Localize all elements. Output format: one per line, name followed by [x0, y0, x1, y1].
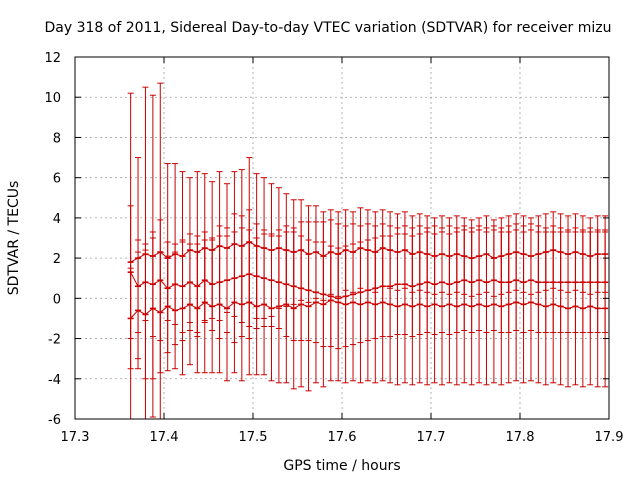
x-tick-label: 17.5 [239, 430, 268, 445]
data-series [127, 82, 609, 420]
y-tick-label: 2 [53, 252, 61, 267]
x-tick-label: 17.4 [150, 430, 179, 445]
y-tick-label: -4 [48, 373, 61, 388]
y-tick-label: 4 [53, 212, 61, 227]
x-tick-label: 17.7 [417, 430, 446, 445]
y-tick-label: 8 [53, 131, 61, 146]
y-axis-label: SDTVAR / TECUs [6, 181, 22, 296]
x-axis-label: GPS time / hours [283, 458, 400, 474]
y-tick-label: 6 [53, 172, 61, 187]
x-tick-label: 17.8 [506, 430, 535, 445]
x-tick-label: 17.6 [328, 430, 357, 445]
y-tick-label: 0 [53, 292, 61, 307]
y-tick-label: -2 [48, 333, 61, 348]
chart-title: Day 318 of 2011, Sidereal Day-to-day VTE… [45, 20, 612, 36]
y-tick-label: 12 [44, 51, 61, 66]
x-tick-label: 17.3 [61, 430, 90, 445]
x-tick-label: 17.9 [595, 430, 624, 445]
series-lower [127, 219, 609, 392]
axis-ticks: 17.3 17.4 17.5 17.6 17.7 17.8 17.9 -6 -4 -2 0 2 4 6 8 1… [44, 51, 623, 445]
series-line-lower [130, 299, 606, 319]
y-tick-label: -6 [48, 413, 61, 428]
grid [75, 57, 609, 419]
y-tick-label: 10 [44, 91, 61, 106]
